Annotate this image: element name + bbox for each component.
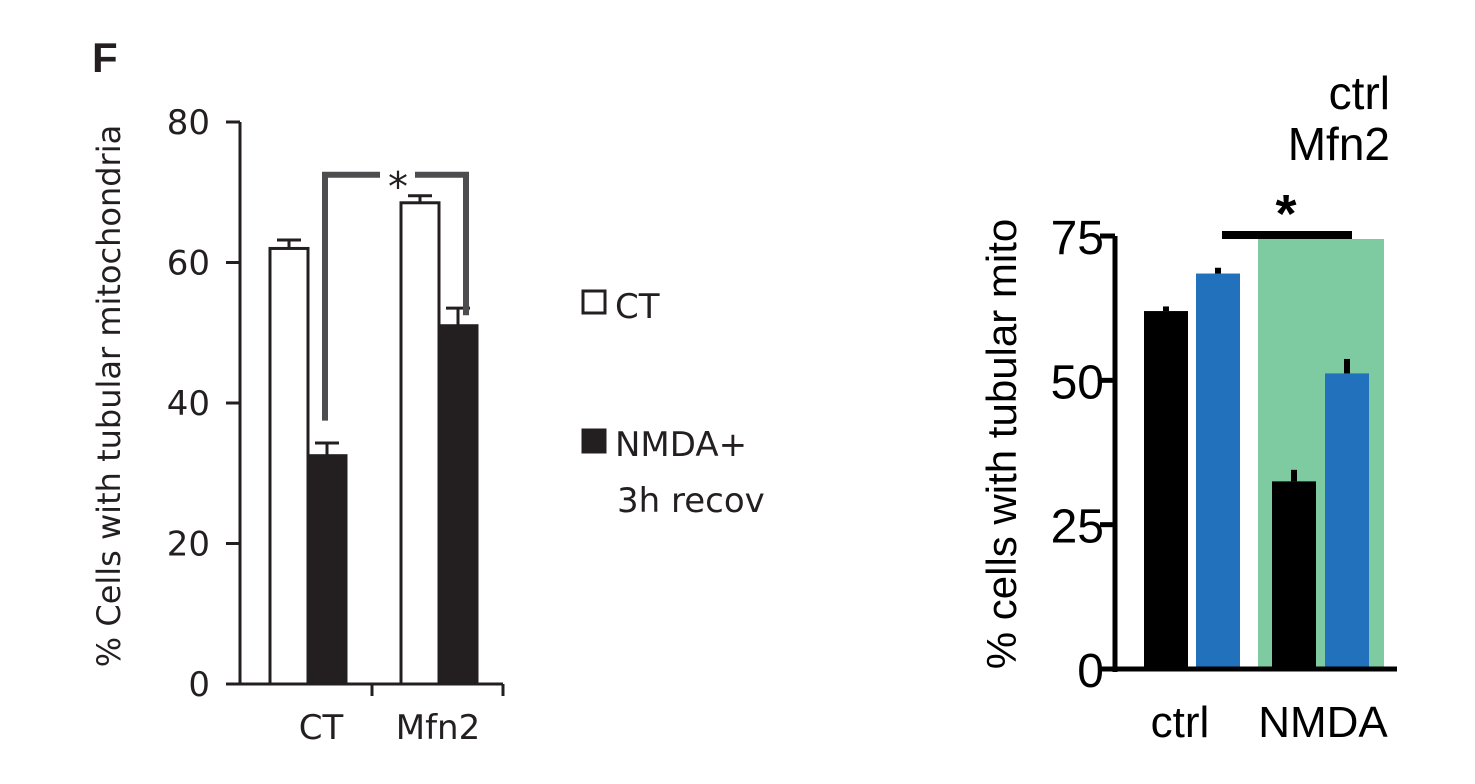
y-tick-label: 20: [167, 525, 210, 565]
y-tick-label: 25: [1051, 501, 1104, 554]
bar: [1196, 273, 1240, 669]
legend-swatch-ct: [581, 289, 607, 315]
legend-label-ctrl: ctrl: [1329, 67, 1390, 119]
x-category-label: Mfn2: [396, 708, 481, 748]
y-tick-label: 0: [1077, 645, 1104, 698]
legend-label-mfn2: Mfn2: [1288, 118, 1390, 170]
x-category-label: CT: [299, 708, 344, 748]
legend-label-recov: 3h recov: [617, 481, 765, 521]
bar: [399, 201, 441, 686]
significance-star: *: [1275, 184, 1296, 244]
bar: [1144, 311, 1188, 669]
bar: [306, 454, 348, 686]
left-bar-chart: 0 20 40 60 80 % Cells with tubular mitochondr…: [90, 103, 765, 748]
y-tick-label: 60: [167, 244, 210, 284]
y-tick-label: 50: [1051, 356, 1104, 409]
significance-star: *: [388, 165, 408, 211]
bar: [437, 324, 479, 686]
legend-label-nmda: NMDA+: [615, 425, 747, 465]
y-tick-label: 0: [188, 665, 210, 705]
y-tick-label: 40: [167, 384, 210, 424]
significance-bracket: [322, 171, 380, 421]
bar: [1272, 481, 1316, 669]
x-category-label: NMDA: [1258, 698, 1388, 747]
y-axis-label: % Cells with tubular mitochondria: [90, 125, 128, 667]
legend-label-ct: CT: [615, 287, 660, 327]
x-category-label: ctrl: [1151, 698, 1210, 747]
bar: [1325, 373, 1369, 669]
legend-swatch-nmda: [581, 428, 607, 454]
right-bar-chart: 0 25 50 75 % cells with tubular mito ctrl NMDA…: [978, 67, 1397, 747]
bar: [268, 246, 310, 686]
panel-label: F: [92, 34, 118, 81]
y-tick-label: 75: [1051, 212, 1104, 265]
significance-bracket: [415, 171, 469, 316]
y-tick-label: 80: [167, 103, 210, 143]
y-axis-label: % cells with tubular mito: [978, 219, 1025, 670]
